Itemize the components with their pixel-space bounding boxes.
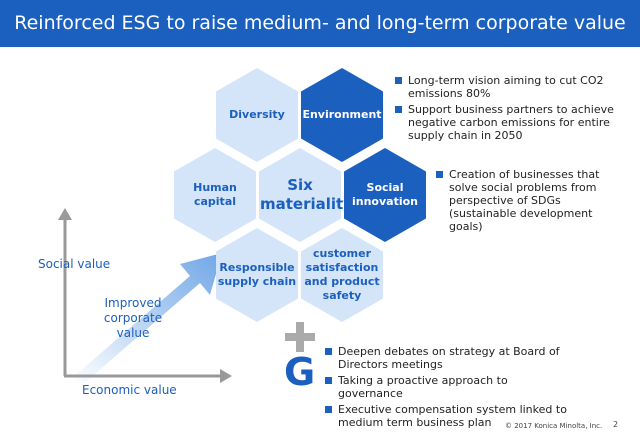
y-axis-label: Social value bbox=[38, 257, 111, 271]
social-notes: Creation of businesses that solve social… bbox=[436, 168, 616, 236]
governance-letter: G bbox=[284, 350, 316, 394]
note: Taking a proactive approach to governanc… bbox=[325, 374, 575, 400]
hexagon bbox=[301, 68, 383, 162]
hexagon bbox=[344, 148, 426, 242]
title-bar: Reinforced ESG to raise medium- and long… bbox=[0, 0, 640, 47]
x-axis-head bbox=[220, 369, 232, 383]
hexagon bbox=[216, 68, 298, 162]
note: Long-term vision aiming to cut CO2 emiss… bbox=[395, 74, 635, 100]
environment-notes: Long-term vision aiming to cut CO2 emiss… bbox=[395, 74, 635, 145]
plus-h bbox=[285, 333, 315, 341]
hexagon-label: Six materiality bbox=[260, 176, 353, 213]
note: Support business partners to achieve neg… bbox=[395, 103, 635, 142]
note: Executive compensation system linked to … bbox=[325, 403, 575, 429]
y-axis-head bbox=[58, 208, 72, 220]
x-axis-label: Economic value bbox=[82, 383, 177, 397]
note: Creation of businesses that solve social… bbox=[436, 168, 616, 233]
hexagon-label: customer satisfaction and product safety bbox=[304, 247, 380, 302]
hexagon bbox=[216, 228, 298, 322]
hexagon bbox=[301, 228, 383, 322]
hexagon-label: Human capital bbox=[193, 181, 237, 208]
hexagon-label: Responsible supply chain bbox=[217, 261, 297, 288]
governance-notes: Deepen debates on strategy at Board of D… bbox=[325, 345, 575, 432]
hexagon-label: Social innovation bbox=[352, 181, 418, 208]
value-arrow bbox=[72, 253, 222, 385]
hexagon-label: Diversity bbox=[229, 108, 285, 121]
hexagon-label: Environment bbox=[302, 108, 382, 121]
copyright: © 2017 Konica Minolta, Inc. bbox=[505, 422, 603, 430]
hexagon bbox=[174, 148, 256, 242]
arrow-label: Improved corporate value bbox=[103, 296, 163, 340]
title: Reinforced ESG to raise medium- and long… bbox=[14, 12, 626, 34]
note: Deepen debates on strategy at Board of D… bbox=[325, 345, 575, 371]
hexagon bbox=[259, 148, 341, 242]
page-number: 2 bbox=[613, 420, 619, 429]
